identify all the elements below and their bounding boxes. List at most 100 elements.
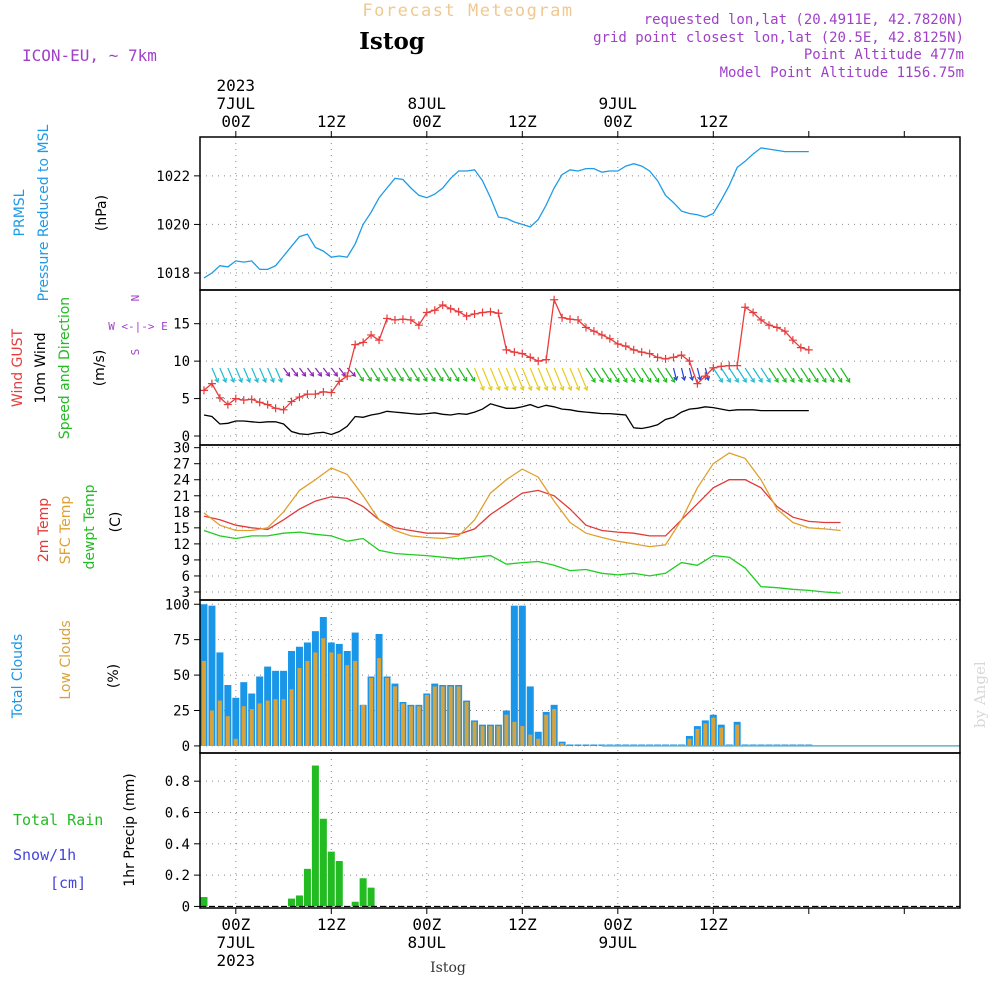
gust-marker	[215, 393, 224, 402]
temperature-ytick-label: 12	[173, 537, 190, 553]
bottom-time-label: 9JUL	[599, 933, 638, 952]
wind-arrow	[760, 367, 771, 383]
wind-arrow	[450, 367, 460, 382]
wind-arrow	[513, 367, 524, 391]
wind-arrow-head	[535, 385, 541, 392]
gust-marker	[669, 353, 678, 362]
top-time-label: 2023	[217, 76, 256, 95]
panel-precip: 0 0.2 0.4 0.6 0.8	[165, 752, 961, 915]
gust-marker	[550, 295, 559, 304]
wind-arrow	[283, 367, 291, 377]
wind-arrow-head	[766, 377, 771, 383]
wind-arrow-head	[845, 377, 851, 383]
low-cloud-bar	[400, 703, 405, 746]
wind-arrow	[577, 367, 588, 391]
panel-pressure: 1018 1020 1022	[156, 136, 961, 291]
wind-arrow	[609, 367, 620, 383]
wind-arrow-head	[367, 376, 372, 382]
low-cloud-bar	[520, 726, 525, 746]
wind-arrow	[386, 367, 396, 382]
wind-arrow	[219, 367, 227, 383]
low-cloud-bar	[416, 706, 421, 746]
clouds-ytick-label: 25	[173, 704, 190, 720]
wind-arrow	[473, 367, 485, 391]
precip-axis-title: 1hr Precip (mm)	[122, 773, 138, 886]
wind-arrow	[808, 367, 819, 383]
wind-arrow-head	[662, 377, 668, 383]
low-cloud-bar	[361, 704, 366, 746]
wind-arrow	[633, 367, 644, 383]
rain-bar	[200, 897, 208, 907]
gust-marker	[518, 349, 527, 358]
temperature-ytick-label: 21	[173, 489, 190, 505]
wind-arrow-head	[351, 371, 357, 377]
low-cloud-bar	[735, 724, 740, 746]
wind-arrow-head	[527, 385, 533, 392]
total-cloud-bar	[232, 697, 240, 746]
wind-arrow-head	[607, 377, 612, 383]
wind-arrow	[251, 367, 259, 383]
wind-arrow	[497, 367, 508, 391]
wind-arrow-head	[829, 377, 835, 383]
wind-arrow	[291, 367, 298, 377]
precip-ytick-label: 0.6	[165, 805, 190, 821]
low-cloud-bar	[329, 652, 334, 746]
gust-marker	[383, 314, 392, 323]
wind-ytick-label: 5	[182, 392, 190, 408]
low-cloud-bar	[201, 660, 206, 746]
wind-arrow	[434, 367, 444, 382]
low-cloud-bar	[536, 738, 541, 746]
clouds-ytick-label: 0	[182, 739, 190, 755]
wind-arrow	[752, 367, 763, 383]
gust-marker	[303, 390, 312, 399]
low-cloud-bar	[464, 702, 469, 746]
temperature-ytick-label: 15	[173, 521, 190, 537]
low-cloud-bar	[369, 677, 374, 746]
low-cloud-bar	[695, 728, 700, 746]
temp-label-dewpt: dewpt Temp	[82, 484, 98, 569]
low-cloud-bar	[408, 706, 413, 746]
low-cloud-bar	[257, 703, 262, 746]
wind-arrow-head	[575, 385, 581, 392]
wind-arrow-head	[246, 377, 251, 384]
gust-marker	[772, 323, 781, 332]
gust-marker	[207, 379, 216, 388]
wind-arrow-head	[599, 377, 604, 383]
low-cloud-bar	[313, 652, 318, 746]
series-wind-gust	[203, 297, 809, 411]
temp-labels: 2m Temp SFC Temp dewpt Temp (C)	[36, 484, 124, 569]
compass-s: S	[129, 349, 142, 356]
gust-marker	[693, 379, 702, 388]
wind-arrow-head	[638, 377, 644, 383]
wind-arrow	[585, 367, 596, 383]
wind-arrow-head	[375, 376, 380, 382]
low-cloud-bar	[528, 734, 533, 746]
low-cloud-bar	[209, 710, 214, 746]
gust-marker	[653, 353, 662, 362]
wind-arrow-head	[262, 377, 267, 384]
station-title: Istog	[359, 28, 425, 55]
low-cloud-bar	[337, 653, 342, 746]
total-cloud-bar	[582, 744, 590, 746]
wind-arrow-head	[670, 377, 676, 383]
wind-arrow-head	[214, 377, 220, 384]
wind-arrow	[458, 367, 468, 382]
low-cloud-bar	[321, 638, 326, 746]
low-cloud-bar	[281, 699, 286, 746]
wind-arrow-head	[503, 385, 509, 392]
gust-marker	[239, 396, 248, 405]
wind-arrow	[426, 367, 436, 382]
wind-arrow-head	[559, 385, 565, 392]
low-cloud-bar	[711, 717, 716, 746]
gust-marker	[311, 390, 320, 399]
wind-unit: (m/s)	[92, 350, 108, 387]
rain-bar	[311, 765, 319, 907]
wind-arrow-head	[479, 385, 485, 392]
gust-marker	[478, 308, 487, 317]
wind-arrow	[641, 367, 652, 383]
precip-ytick-label: 0	[182, 899, 190, 915]
wind-arrow	[696, 367, 701, 381]
wind-arrow	[402, 367, 412, 382]
